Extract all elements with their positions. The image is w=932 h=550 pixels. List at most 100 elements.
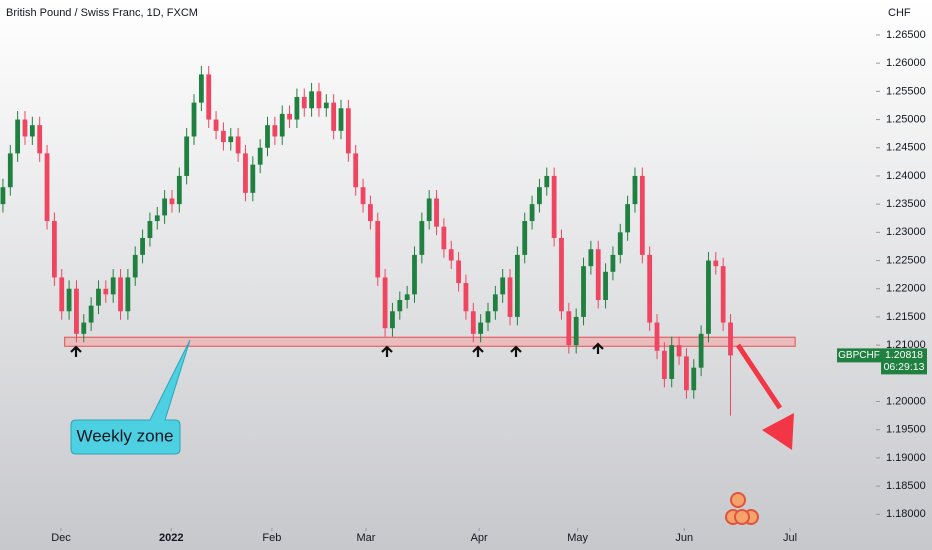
candle-body xyxy=(691,367,697,391)
candle-body xyxy=(147,221,153,238)
candle-body xyxy=(243,153,248,193)
candle-body xyxy=(669,345,675,379)
candle-body xyxy=(132,254,138,278)
y-tick-label: 1.21500 xyxy=(886,311,926,323)
candle-body xyxy=(301,96,307,109)
candle-body xyxy=(265,125,270,148)
axis-layer: 1.26500 1.26000 1.25500 1.25000 1.24500 1.240… xyxy=(51,29,927,544)
x-tick-label: Dec xyxy=(51,532,71,544)
candle-body xyxy=(235,136,241,154)
x-tick-label: Mar xyxy=(357,532,376,544)
callout-text: Weekly zone xyxy=(76,426,173,445)
candle-body xyxy=(500,277,506,295)
candle-body xyxy=(338,108,344,131)
candle-body xyxy=(162,198,168,216)
x-tick-label: 2022 xyxy=(159,532,183,544)
candle-body xyxy=(617,232,623,255)
candle-body xyxy=(434,198,439,227)
icon xyxy=(734,509,750,525)
candle-body xyxy=(573,316,579,346)
y-tick-label: 1.19500 xyxy=(886,424,926,436)
candle-body xyxy=(184,136,190,176)
candle-body xyxy=(625,204,631,233)
candle-body xyxy=(176,175,182,205)
candle-body xyxy=(728,322,733,356)
candle-body xyxy=(96,288,101,306)
candle-body xyxy=(103,288,109,295)
price-tag xyxy=(881,348,927,375)
candle-body xyxy=(140,237,145,255)
price-label: 1.20818 xyxy=(885,349,923,361)
candle-body xyxy=(603,271,608,300)
candle-body xyxy=(610,254,616,272)
candle-body xyxy=(118,277,123,312)
candle-body xyxy=(331,102,337,131)
y-tick-label: 1.18000 xyxy=(886,508,926,520)
candle-body xyxy=(522,221,528,255)
candle-body xyxy=(353,153,359,188)
candle-body xyxy=(198,74,204,103)
candle-body xyxy=(397,300,403,312)
countdown-label: 06:29:13 xyxy=(884,361,925,373)
candle-body xyxy=(294,96,300,120)
y-tick-label: 1.25500 xyxy=(886,85,926,97)
candle-body xyxy=(74,288,79,334)
candle-body xyxy=(551,175,557,238)
icon xyxy=(730,492,746,508)
y-axis-label: CHF xyxy=(888,7,911,19)
candle-body xyxy=(59,277,65,312)
candle-body xyxy=(37,125,43,154)
candle-body xyxy=(169,198,175,205)
candle-body xyxy=(213,119,219,131)
candle-body xyxy=(382,277,388,329)
callout-box xyxy=(70,339,191,455)
candle-body xyxy=(279,113,285,137)
candle-body xyxy=(66,288,72,312)
y-tick-label: 1.21000 xyxy=(886,339,926,351)
y-tick-label: 1.18500 xyxy=(886,480,926,492)
y-tick-label: 1.23500 xyxy=(886,198,926,210)
arrow xyxy=(381,345,393,357)
candle-body xyxy=(390,311,395,329)
candle-body xyxy=(206,74,212,120)
candle-body xyxy=(22,119,28,137)
candle-body xyxy=(463,283,469,312)
arrow xyxy=(592,342,604,354)
candle-body xyxy=(698,333,704,368)
candle-body xyxy=(529,204,535,222)
candle-body xyxy=(323,102,329,109)
candle-body xyxy=(448,249,454,261)
candle-body xyxy=(345,108,351,154)
zone-layer xyxy=(64,336,796,347)
y-tick-label: 1.19000 xyxy=(886,452,926,464)
arrow xyxy=(472,345,484,357)
candle-body xyxy=(272,125,278,137)
candle-body xyxy=(412,254,417,295)
candle-body xyxy=(684,356,689,391)
weekly-zone xyxy=(64,336,796,347)
symbol-label: GBPCHF xyxy=(838,350,880,361)
candle-body xyxy=(51,221,57,278)
candle-body xyxy=(426,198,432,222)
candle-body xyxy=(228,136,234,143)
arrow xyxy=(510,345,522,357)
candle-body xyxy=(29,125,35,137)
candle-body xyxy=(81,322,87,334)
symbol-tag xyxy=(837,348,881,363)
candle-body xyxy=(309,91,315,109)
candle-body xyxy=(287,113,292,120)
candle-layer xyxy=(0,65,733,416)
candle-body xyxy=(632,175,638,205)
candle-body xyxy=(537,187,542,205)
arrow-head xyxy=(762,413,794,450)
candle-body xyxy=(375,221,381,278)
y-tick-label: 1.26500 xyxy=(886,29,926,41)
candle-body xyxy=(478,322,484,334)
y-tick-label: 1.22000 xyxy=(886,283,926,295)
candle-body xyxy=(110,277,116,295)
candle-body xyxy=(581,266,586,317)
y-tick-label: 1.24000 xyxy=(886,170,926,182)
candle-body xyxy=(706,260,711,334)
candle-body xyxy=(360,187,366,205)
